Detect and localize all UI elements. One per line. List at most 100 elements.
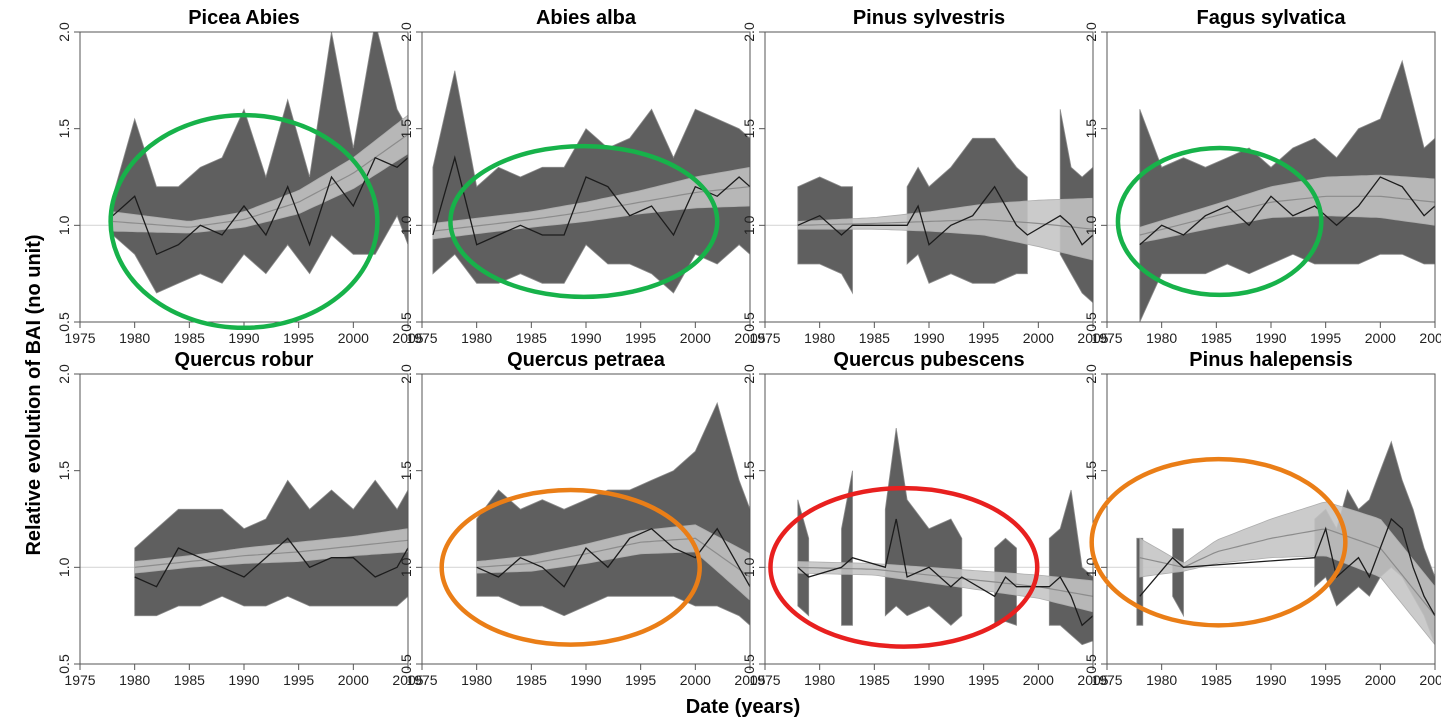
trend-line xyxy=(432,186,750,232)
x-tick-label: 1985 xyxy=(859,672,890,688)
x-tick-label: 1980 xyxy=(804,672,835,688)
x-tick-label: 2005 xyxy=(1419,672,1441,688)
panel-3: 1975 1980 1985 1990 1995 2000 2005 0.5 1.0 1.5 2.0… xyxy=(1083,7,1441,346)
panel-6: 1975 1980 1985 1990 1995 2000 20050.51.01.52.0… xyxy=(741,349,1109,688)
highlight-ellipse xyxy=(1089,456,1348,628)
panel-title: Quercus robur xyxy=(175,349,314,371)
y-tick-label: 2.0 xyxy=(1083,364,1099,384)
panel-title: Abies alba xyxy=(536,7,637,29)
plot-frame xyxy=(764,373,1094,665)
highlight-ellipse xyxy=(439,487,702,647)
x-tick-label: 2005 xyxy=(392,330,423,346)
series-line xyxy=(797,185,1093,246)
highlight-ellipse xyxy=(768,485,1040,649)
plot-area xyxy=(765,109,1093,304)
y-tick-label: 1.0 xyxy=(1083,215,1099,235)
y-tick-label: 2.0 xyxy=(398,22,414,42)
x-tick-label: 1990 xyxy=(913,672,944,688)
y-tick-label: 1.0 xyxy=(398,557,414,577)
panel-title: Picea Abies xyxy=(188,7,300,29)
x-tick-label: 1975 xyxy=(406,330,437,346)
trend-band xyxy=(112,114,408,234)
x-tick-label: 1975 xyxy=(1091,672,1122,688)
x-tick-label: 2005 xyxy=(734,330,765,346)
series-line xyxy=(1139,176,1435,246)
chart-panels: 1975 1980 1985 1990 1995 2000 20050.51.01.52.0… xyxy=(56,7,1441,688)
y-tick-label: 0.5 xyxy=(56,312,72,332)
x-tick-label: 2000 xyxy=(1023,330,1054,346)
x-tick-label: 1975 xyxy=(406,672,437,688)
x-tick-label: 1980 xyxy=(1146,672,1177,688)
y-tick-label: 1.0 xyxy=(741,215,757,235)
y-tick-label: 1.0 xyxy=(56,215,72,235)
y-tick-label: 0.5 xyxy=(1083,654,1099,674)
x-tick-label: 1995 xyxy=(283,330,314,346)
x-tick-label: 1980 xyxy=(119,330,150,346)
series-line xyxy=(112,156,408,256)
series-line xyxy=(476,527,750,588)
x-tick-label: 2000 xyxy=(1023,672,1054,688)
y-tick-label: 0.5 xyxy=(741,312,757,332)
x-tick-label: 1980 xyxy=(1146,330,1177,346)
x-axis-label: Date (years) xyxy=(686,696,801,718)
trend-band xyxy=(476,524,750,601)
panel-4: 1975 1980 1985 1990 1995 2000 20050.51.01.52.0… xyxy=(56,349,424,688)
x-tick-label: 1985 xyxy=(1201,672,1232,688)
y-tick-label: 1.5 xyxy=(398,119,414,139)
x-tick-label: 1975 xyxy=(1091,330,1122,346)
panel-2: 1975 1980 1985 1990 1995 2000 20050.51.01.52.0… xyxy=(741,7,1109,346)
y-tick-label: 1.5 xyxy=(398,461,414,481)
x-tick-label: 2000 xyxy=(1365,330,1396,346)
x-tick-label: 1990 xyxy=(913,330,944,346)
y-tick-label: 2.0 xyxy=(398,364,414,384)
plot-area xyxy=(80,479,408,617)
x-tick-label: 1980 xyxy=(119,672,150,688)
trend-line xyxy=(797,566,1093,597)
trend-line xyxy=(1139,528,1435,617)
x-tick-label: 1995 xyxy=(283,672,314,688)
x-tick-label: 2005 xyxy=(1077,672,1108,688)
series-line xyxy=(134,537,408,588)
x-tick-label: 1985 xyxy=(516,672,547,688)
x-tick-label: 2005 xyxy=(734,672,765,688)
x-tick-label: 1990 xyxy=(1255,330,1286,346)
x-tick-label: 1980 xyxy=(461,672,492,688)
y-tick-label: 1.5 xyxy=(741,119,757,139)
x-tick-label: 2000 xyxy=(680,330,711,346)
trend-line xyxy=(134,539,408,568)
x-tick-label: 1985 xyxy=(174,672,205,688)
plot-area xyxy=(422,70,750,294)
plot-area xyxy=(1107,440,1435,646)
x-tick-label: 2000 xyxy=(680,672,711,688)
envelope-area xyxy=(884,428,963,626)
x-tick-label: 1975 xyxy=(64,672,95,688)
y-tick-label: 1.5 xyxy=(741,461,757,481)
series-line xyxy=(797,518,1093,627)
x-tick-label: 1985 xyxy=(1201,330,1232,346)
trend-band xyxy=(1139,501,1435,646)
y-axis-label: Relative evolution of BAI (no unit) xyxy=(23,234,45,555)
panel-1: 1975 1980 1985 1990 1995 2000 20050.51.01.52.0… xyxy=(398,7,766,346)
x-tick-label: 1980 xyxy=(461,330,492,346)
y-tick-label: 0.5 xyxy=(398,312,414,332)
x-tick-label: 1990 xyxy=(228,330,259,346)
plot-area xyxy=(1107,59,1435,322)
envelope-area xyxy=(476,401,750,626)
highlight-ellipse xyxy=(1115,145,1324,298)
x-tick-label: 1995 xyxy=(625,672,656,688)
envelope-area xyxy=(797,176,853,295)
series-line xyxy=(1139,517,1435,617)
plot-area xyxy=(765,428,1093,646)
y-tick-label: 2.0 xyxy=(1083,22,1099,42)
plot-area xyxy=(80,32,408,294)
trend-line xyxy=(797,218,1093,230)
x-tick-label: 1985 xyxy=(516,330,547,346)
x-tick-label: 1975 xyxy=(749,672,780,688)
y-tick-label: 2.0 xyxy=(56,364,72,384)
trend-band xyxy=(432,166,750,240)
x-tick-label: 1990 xyxy=(570,330,601,346)
x-tick-label: 1990 xyxy=(1255,672,1286,688)
trend-band xyxy=(1139,174,1435,244)
x-tick-label: 2000 xyxy=(338,672,369,688)
